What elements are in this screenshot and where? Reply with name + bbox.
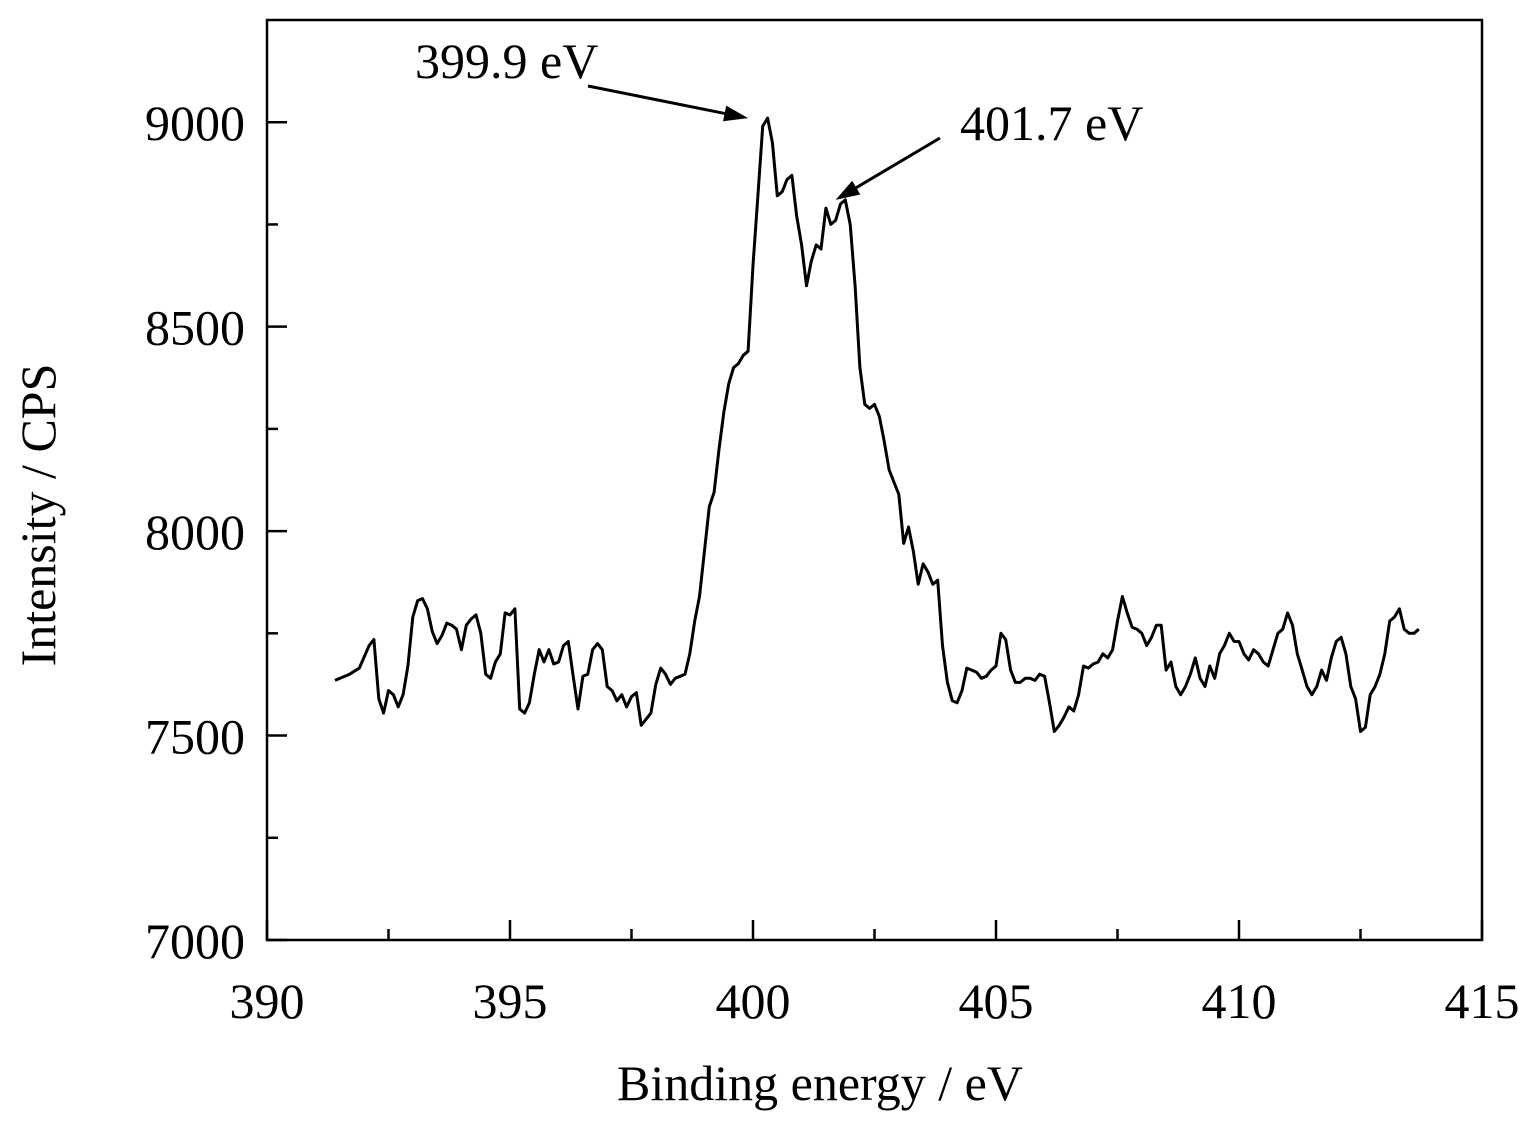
x-tick-label: 410 <box>1202 973 1277 1029</box>
plot-frame <box>265 18 1484 942</box>
series-line <box>334 116 1420 733</box>
x-axis-ticks <box>265 920 1484 940</box>
x-tick-label: 405 <box>959 973 1034 1029</box>
y-tick-label: 8000 <box>145 504 245 560</box>
peak-arrow-line <box>587 84 725 115</box>
y-tick-label: 7500 <box>145 709 245 765</box>
x-tick-label: 395 <box>473 973 548 1029</box>
peak-arrow-line <box>855 136 941 189</box>
peak-annotations: 399.9 eV 401.7 eV <box>415 33 1143 200</box>
y-tick-label: 7000 <box>145 913 245 969</box>
x-tick-label: 415 <box>1445 973 1520 1029</box>
x-axis-title: Binding energy / eV <box>617 1055 1023 1111</box>
peak-label: 399.9 eV <box>415 33 598 89</box>
y-axis-title: Intensity / CPS <box>10 364 66 667</box>
y-axis-ticks <box>267 120 287 942</box>
peak-label: 401.7 eV <box>960 95 1143 151</box>
y-tick-label: 9000 <box>145 95 245 151</box>
peak-arrow-head <box>723 105 749 122</box>
x-axis-tick-labels: 390 395 400 405 410 415 <box>230 973 1520 1029</box>
y-axis-tick-labels: 7000 7500 8000 8500 9000 <box>145 95 245 969</box>
x-tick-label: 390 <box>230 973 305 1029</box>
y-tick-label: 8500 <box>145 300 245 356</box>
peak-arrow-head <box>835 180 861 200</box>
x-tick-label: 400 <box>716 973 791 1029</box>
